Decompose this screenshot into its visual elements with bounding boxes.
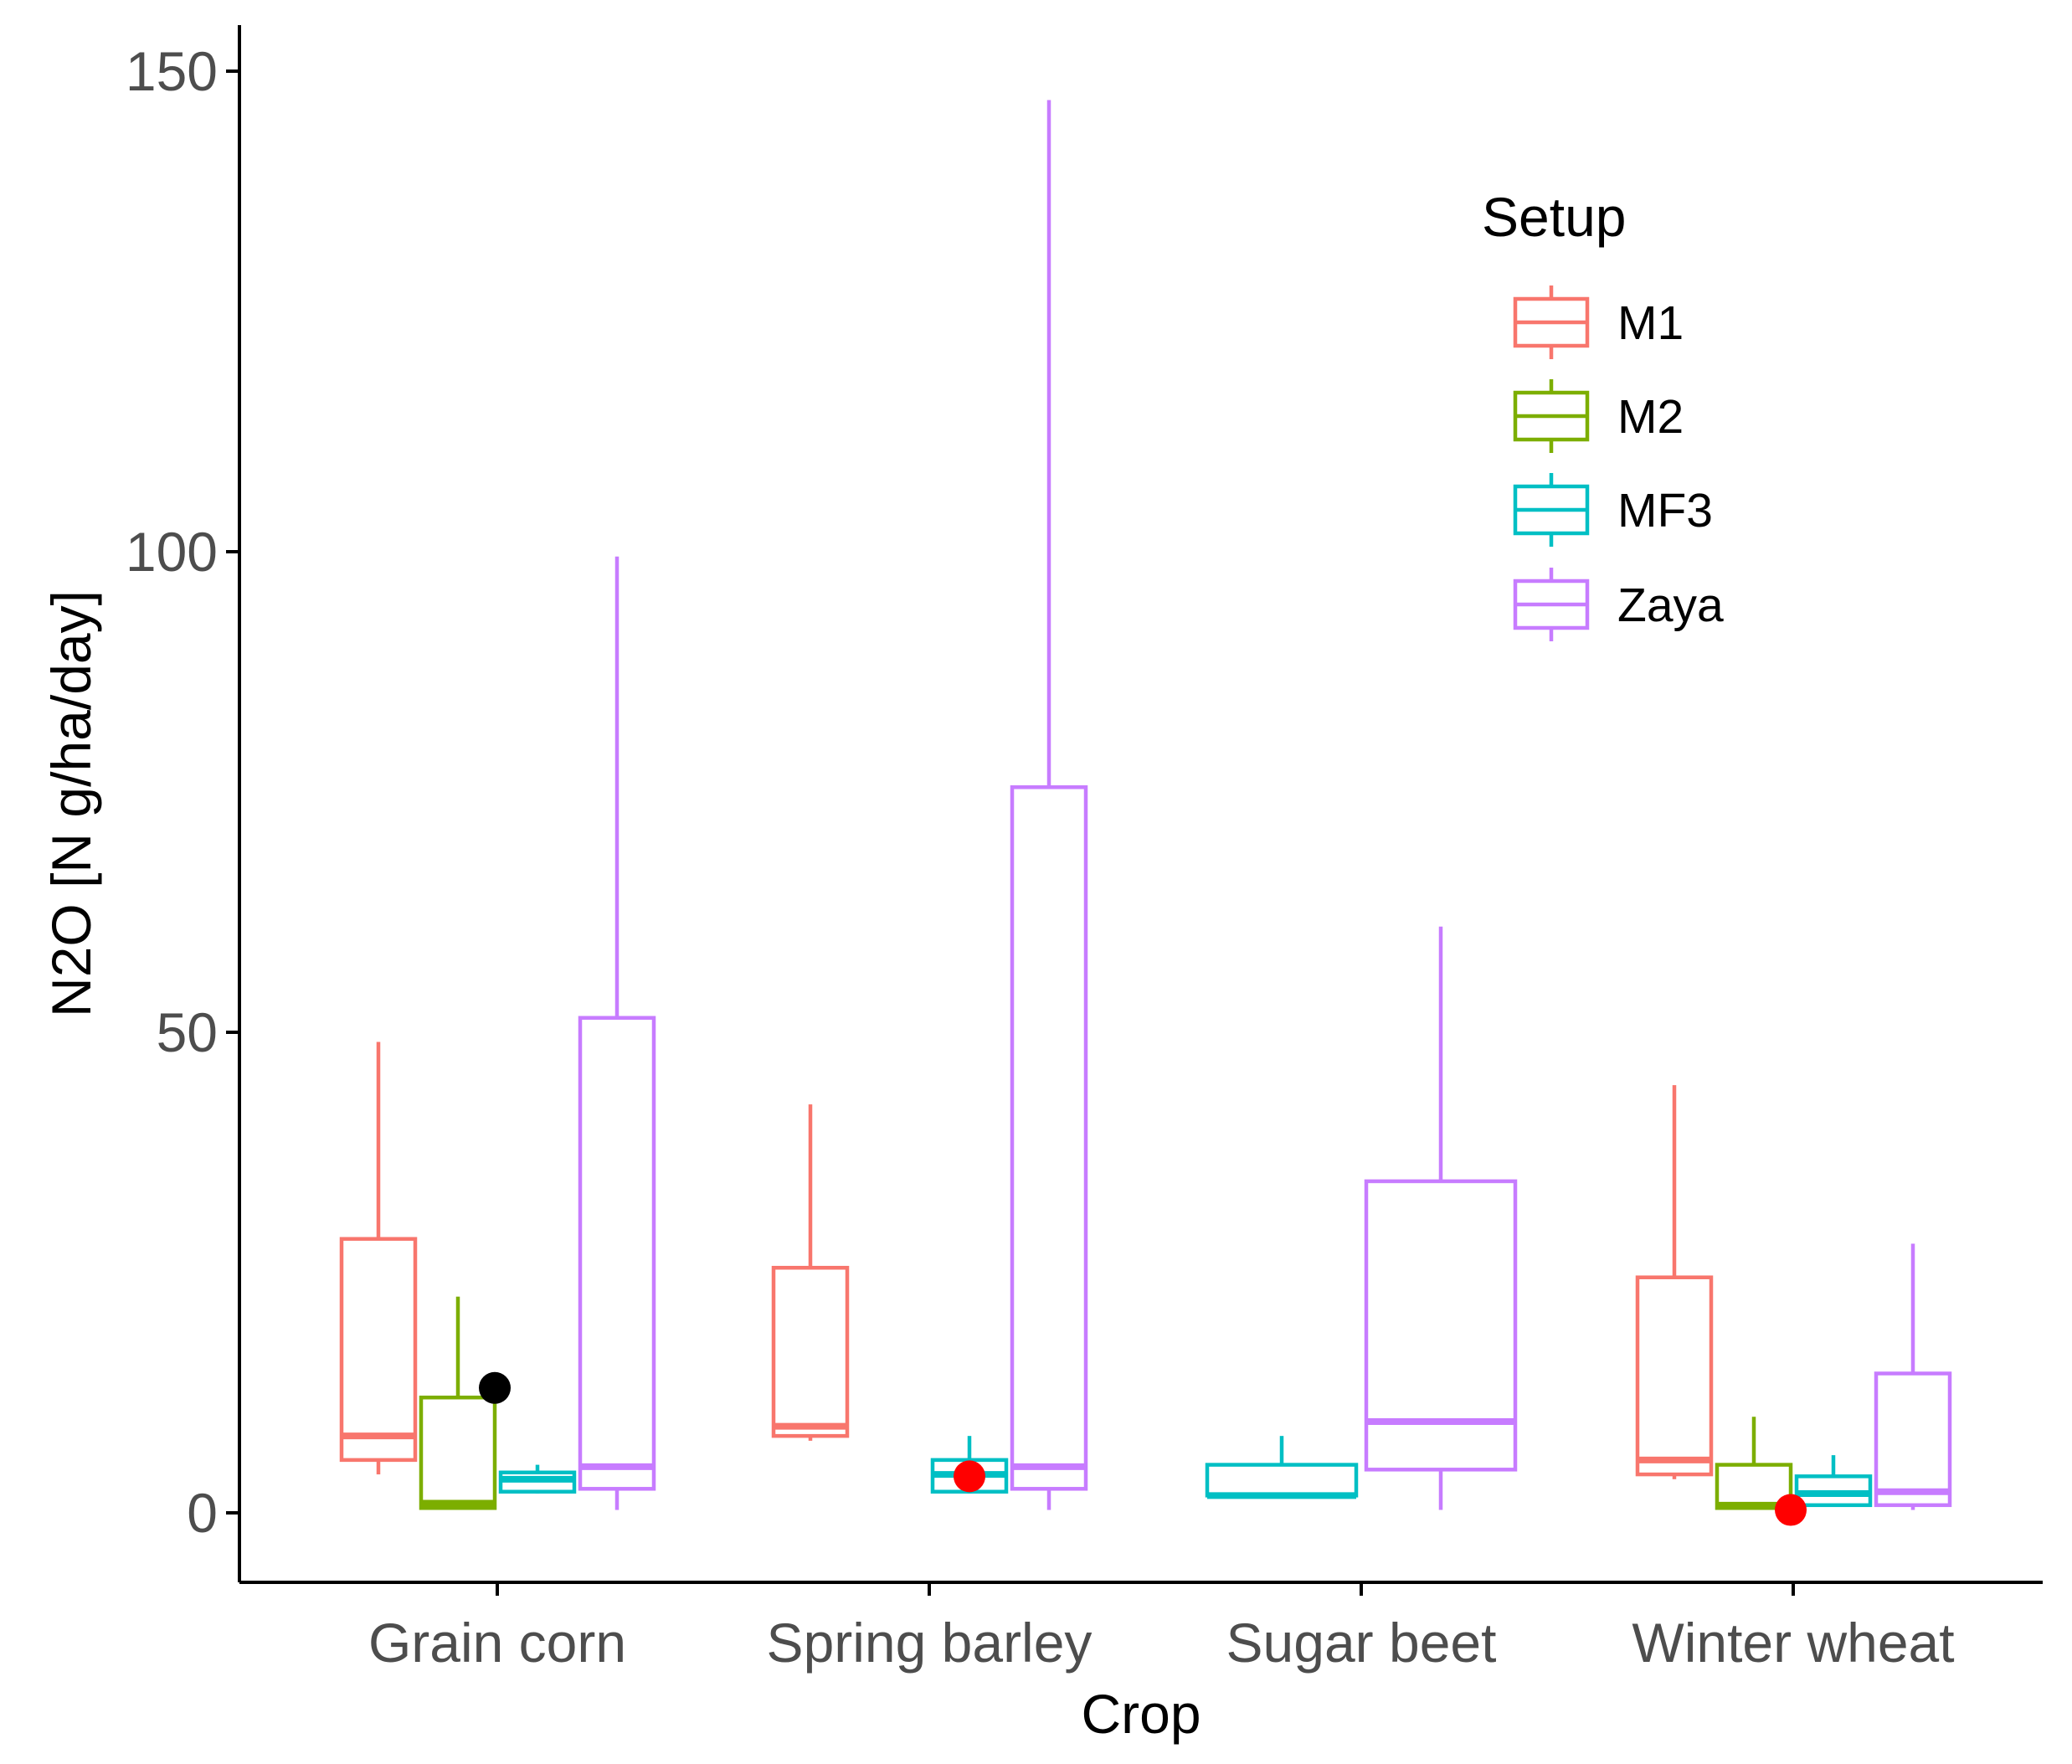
legend-item-zaya: Zaya bbox=[1513, 568, 1724, 641]
box-body bbox=[1874, 1371, 1952, 1508]
box-m2-grain-corn bbox=[419, 1296, 497, 1510]
y-tick-label: 100 bbox=[126, 521, 218, 583]
box-mf3-sugar-beet bbox=[1205, 1436, 1359, 1499]
legend-item-m1: M1 bbox=[1513, 285, 1684, 359]
legend: Setup M1 M2 MF3 Zaya bbox=[1482, 186, 1724, 641]
legend-item-mf3: MF3 bbox=[1513, 473, 1713, 547]
y-axis-title: N2O [N g/ha/day] bbox=[40, 590, 102, 1017]
legend-label: Zaya bbox=[1617, 579, 1724, 632]
box-zaya-grain-corn bbox=[578, 556, 656, 1510]
box-m1-winter-wheat bbox=[1635, 1085, 1714, 1479]
y-tick-label: 50 bbox=[157, 1001, 218, 1063]
box-zaya-spring-barley bbox=[1010, 100, 1088, 1510]
box-body bbox=[419, 1395, 497, 1510]
y-tick-label: 150 bbox=[126, 40, 218, 102]
box-zaya-winter-wheat bbox=[1874, 1243, 1952, 1510]
box-body bbox=[578, 1016, 656, 1491]
box-body bbox=[1364, 1179, 1518, 1472]
legend-item-m2: M2 bbox=[1513, 379, 1684, 453]
legend-label: M2 bbox=[1617, 390, 1684, 444]
legend-title: Setup bbox=[1482, 186, 1626, 248]
box-body bbox=[771, 1266, 850, 1438]
legend-label: M1 bbox=[1617, 296, 1684, 350]
box-zaya-sugar-beet bbox=[1364, 926, 1518, 1510]
x-tick-label: Sugar beet bbox=[1226, 1612, 1497, 1674]
box-mf3-grain-corn bbox=[498, 1464, 577, 1494]
box-m1-spring-barley bbox=[771, 1104, 850, 1441]
box-m1-grain-corn bbox=[339, 1041, 418, 1475]
x-tick-label: Grain corn bbox=[368, 1612, 626, 1674]
y-tick-label: 0 bbox=[187, 1482, 218, 1544]
box-body bbox=[1205, 1463, 1359, 1498]
box-body bbox=[339, 1237, 418, 1463]
data-point-marker bbox=[954, 1460, 985, 1493]
plot-area bbox=[339, 100, 1952, 1526]
data-point-marker bbox=[479, 1371, 511, 1404]
legend-label: MF3 bbox=[1617, 484, 1713, 537]
box-body bbox=[1635, 1275, 1714, 1477]
x-tick-label: Winter wheat bbox=[1632, 1612, 1954, 1674]
x-tick-label: Spring barley bbox=[767, 1612, 1093, 1674]
box-body bbox=[1010, 785, 1088, 1491]
box-mf3-winter-wheat bbox=[1794, 1455, 1873, 1508]
axes: 0 50 100 150 Grain corn Spring barley Sugar be… bbox=[126, 25, 2043, 1674]
x-axis-title: Crop bbox=[1081, 1683, 1201, 1745]
data-point-marker bbox=[1775, 1494, 1807, 1526]
